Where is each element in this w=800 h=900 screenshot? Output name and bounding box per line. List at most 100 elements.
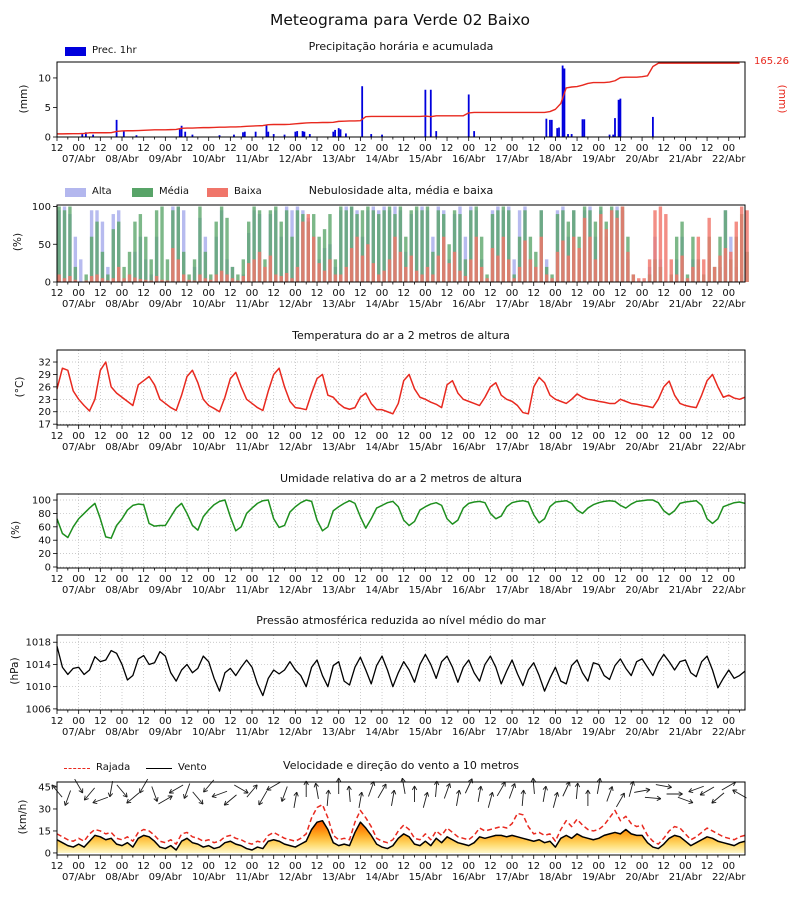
svg-text:12/Abr: 12/Abr: [279, 585, 313, 596]
svg-text:00: 00: [679, 574, 692, 585]
svg-text:15/Abr: 15/Abr: [409, 872, 443, 883]
svg-text:12: 12: [527, 143, 540, 154]
svg-text:00: 00: [722, 143, 735, 154]
svg-text:13/Abr: 13/Abr: [322, 442, 356, 453]
svg-text:00: 00: [116, 574, 129, 585]
svg-text:12: 12: [484, 431, 497, 442]
svg-text:12: 12: [181, 143, 194, 154]
svg-text:00: 00: [202, 288, 215, 299]
svg-text:21/Abr: 21/Abr: [669, 585, 703, 596]
svg-text:00: 00: [592, 431, 605, 442]
svg-text:00: 00: [289, 431, 302, 442]
svg-text:00: 00: [679, 143, 692, 154]
svg-text:12: 12: [224, 716, 237, 727]
svg-text:15/Abr: 15/Abr: [409, 585, 443, 596]
svg-text:00: 00: [506, 431, 519, 442]
svg-text:00: 00: [636, 574, 649, 585]
svg-text:12/Abr: 12/Abr: [279, 154, 313, 165]
svg-text:11/Abr: 11/Abr: [235, 727, 269, 738]
svg-text:12: 12: [51, 574, 64, 585]
svg-text:12: 12: [441, 288, 454, 299]
wind-legend-rajada: Rajada: [64, 762, 130, 774]
svg-text:12: 12: [701, 143, 714, 154]
svg-text:12: 12: [527, 861, 540, 872]
svg-text:12: 12: [397, 288, 410, 299]
svg-text:12/Abr: 12/Abr: [279, 872, 313, 883]
svg-text:18/Abr: 18/Abr: [539, 299, 573, 310]
svg-text:12: 12: [137, 716, 150, 727]
panel-title-cloudiness: Nebulosidade alta, média e baixa: [308, 184, 494, 197]
svg-text:00: 00: [72, 574, 85, 585]
svg-text:80: 80: [38, 509, 51, 520]
svg-text:00: 00: [636, 431, 649, 442]
svg-text:17/Abr: 17/Abr: [495, 585, 529, 596]
svg-text:00: 00: [202, 574, 215, 585]
svg-text:00: 00: [116, 143, 129, 154]
baixa-legend-swatch-icon: [207, 187, 228, 197]
svg-text:12: 12: [267, 574, 280, 585]
svg-text:12: 12: [657, 288, 670, 299]
svg-text:09/Abr: 09/Abr: [149, 585, 183, 596]
svg-text:00: 00: [159, 574, 172, 585]
svg-text:12: 12: [614, 716, 627, 727]
svg-text:07/Abr: 07/Abr: [62, 299, 96, 310]
svg-text:00: 00: [116, 716, 129, 727]
svg-text:1014: 1014: [26, 660, 51, 671]
vento-legend-label: Vento: [178, 762, 207, 773]
svg-text:00: 00: [116, 861, 129, 872]
svg-text:12/Abr: 12/Abr: [279, 299, 313, 310]
svg-text:08/Abr: 08/Abr: [105, 154, 139, 165]
svg-text:12: 12: [614, 574, 627, 585]
svg-text:12: 12: [397, 861, 410, 872]
svg-text:12: 12: [267, 288, 280, 299]
svg-text:29: 29: [38, 370, 51, 381]
svg-text:22/Abr: 22/Abr: [712, 585, 746, 596]
svg-text:12: 12: [354, 716, 367, 727]
svg-text:12: 12: [51, 716, 64, 727]
svg-text:22/Abr: 22/Abr: [712, 442, 746, 453]
wind-legend-vento: Vento: [146, 762, 207, 774]
svg-text:12: 12: [224, 574, 237, 585]
svg-text:12: 12: [137, 861, 150, 872]
svg-text:10/Abr: 10/Abr: [192, 299, 226, 310]
svg-text:00: 00: [549, 716, 562, 727]
svg-text:12: 12: [397, 716, 410, 727]
svg-text:12/Abr: 12/Abr: [279, 442, 313, 453]
svg-text:12: 12: [571, 431, 584, 442]
svg-text:12: 12: [571, 288, 584, 299]
svg-text:13/Abr: 13/Abr: [322, 154, 356, 165]
svg-text:14/Abr: 14/Abr: [365, 154, 399, 165]
svg-text:18/Abr: 18/Abr: [539, 727, 573, 738]
svg-text:12: 12: [441, 143, 454, 154]
panel-title-wind: Velocidade e direção do vento a 10 metro…: [283, 759, 519, 772]
svg-text:12: 12: [484, 288, 497, 299]
svg-text:08/Abr: 08/Abr: [105, 585, 139, 596]
svg-text:16/Abr: 16/Abr: [452, 299, 486, 310]
svg-text:12: 12: [397, 143, 410, 154]
svg-text:12: 12: [267, 861, 280, 872]
svg-text:14/Abr: 14/Abr: [365, 299, 399, 310]
svg-text:18/Abr: 18/Abr: [539, 585, 573, 596]
svg-text:16/Abr: 16/Abr: [452, 585, 486, 596]
svg-text:17: 17: [38, 420, 51, 431]
svg-text:00: 00: [506, 861, 519, 872]
svg-text:00: 00: [419, 716, 432, 727]
svg-text:00: 00: [159, 431, 172, 442]
svg-text:00: 00: [592, 288, 605, 299]
svg-text:50: 50: [38, 240, 51, 251]
svg-text:16/Abr: 16/Abr: [452, 872, 486, 883]
svg-text:22/Abr: 22/Abr: [712, 154, 746, 165]
svg-text:00: 00: [549, 431, 562, 442]
svg-text:21/Abr: 21/Abr: [669, 299, 703, 310]
svg-text:17/Abr: 17/Abr: [495, 872, 529, 883]
svg-text:12: 12: [137, 431, 150, 442]
svg-text:12: 12: [614, 861, 627, 872]
svg-text:00: 00: [636, 143, 649, 154]
svg-text:07/Abr: 07/Abr: [62, 872, 96, 883]
svg-text:13/Abr: 13/Abr: [322, 872, 356, 883]
svg-text:12: 12: [224, 143, 237, 154]
svg-text:12: 12: [441, 861, 454, 872]
precip-legend-swatch-icon: [65, 46, 86, 56]
svg-text:00: 00: [592, 861, 605, 872]
